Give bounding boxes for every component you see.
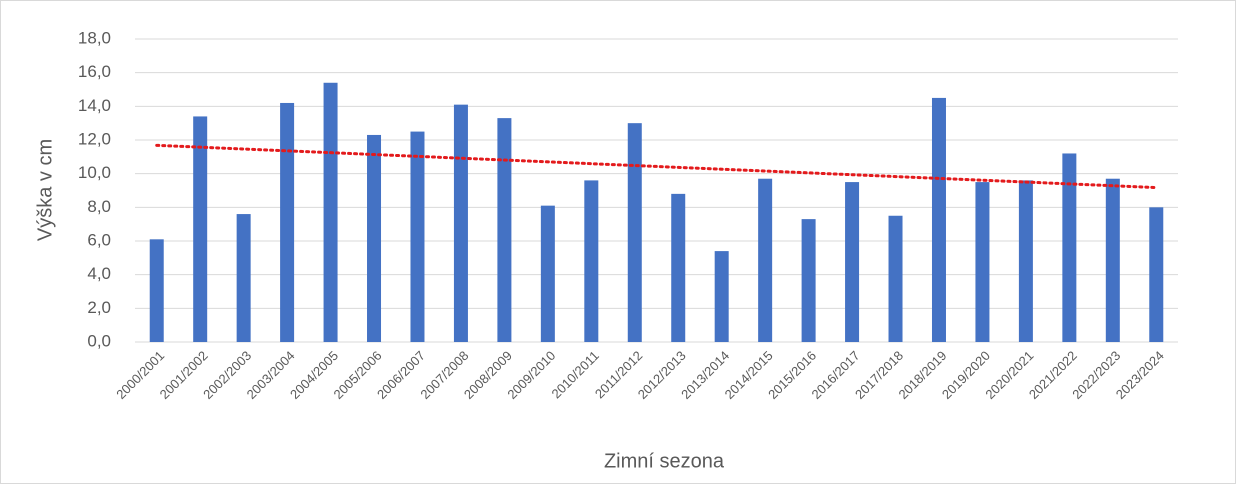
bar <box>367 134 382 342</box>
bar <box>410 131 425 342</box>
bar <box>627 123 642 343</box>
bar <box>1149 207 1164 342</box>
y-tick-label: 14,0 <box>78 96 111 115</box>
bar <box>931 97 946 343</box>
bar <box>1105 178 1120 342</box>
y-tick-label: 4,0 <box>87 264 111 283</box>
y-tick-label: 16,0 <box>78 62 111 81</box>
bar <box>497 118 512 342</box>
bar <box>540 205 555 342</box>
y-tick-label: 2,0 <box>87 298 111 317</box>
bar <box>975 182 990 342</box>
y-tick-label: 6,0 <box>87 230 111 249</box>
y-tick-label: 10,0 <box>78 163 111 182</box>
bar <box>714 251 729 342</box>
bar <box>758 178 773 342</box>
bar <box>584 180 599 342</box>
x-axis-title: Zimní sezona <box>604 450 725 472</box>
bar <box>845 182 860 342</box>
y-tick-label: 0,0 <box>87 331 111 350</box>
y-tick-label: 18,0 <box>78 28 111 47</box>
y-tick-label: 8,0 <box>87 197 111 216</box>
bar <box>280 102 295 342</box>
bar <box>1018 180 1033 342</box>
bar <box>888 215 903 342</box>
bar <box>453 104 468 343</box>
y-tick-label: 12,0 <box>78 129 111 148</box>
bar <box>193 116 208 342</box>
bar <box>1062 153 1077 342</box>
bar <box>671 193 686 342</box>
bar <box>236 214 251 342</box>
bar <box>323 82 338 343</box>
bar <box>149 239 164 342</box>
trendline <box>155 143 1158 190</box>
y-axis-title: Výška v cm <box>34 139 56 241</box>
bar <box>801 219 816 342</box>
